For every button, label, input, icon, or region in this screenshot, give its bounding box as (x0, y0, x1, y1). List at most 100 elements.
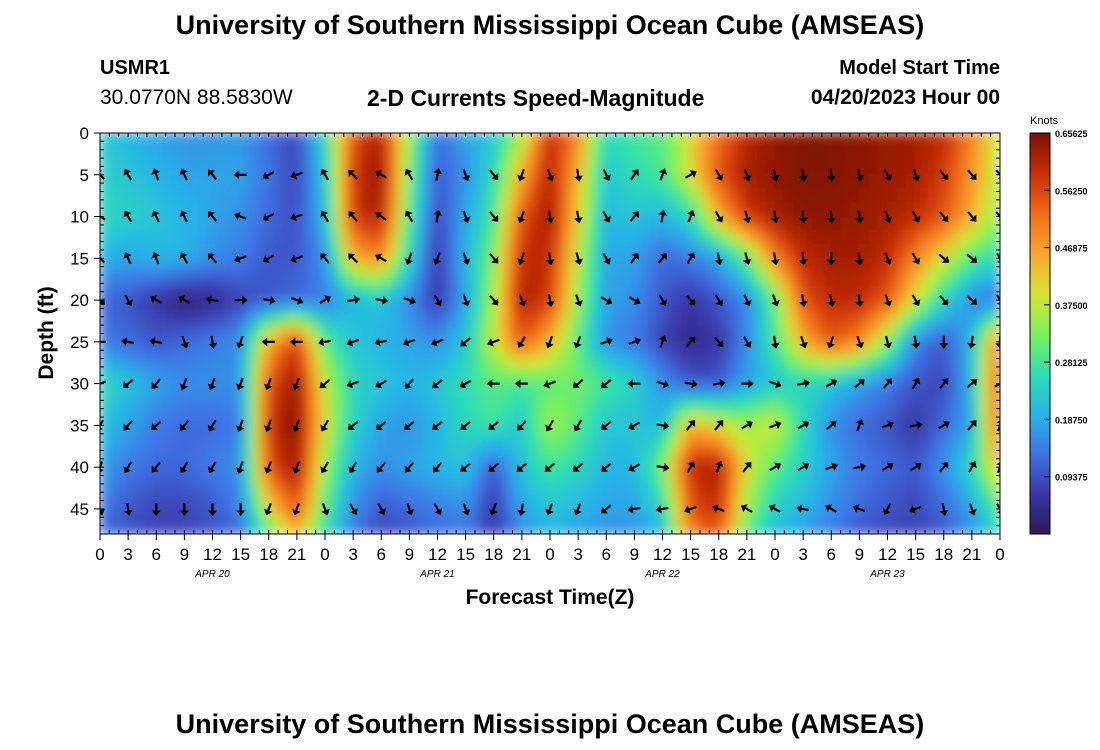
heatmap-cell (952, 133, 963, 148)
heatmap-cell (193, 133, 204, 148)
heatmap-cell (268, 424, 279, 440)
heatmap-cell (849, 424, 860, 440)
heatmap-cell (221, 424, 232, 440)
heatmap-cell (193, 424, 204, 440)
heatmap-cell (530, 327, 542, 343)
heatmap-cell (858, 243, 870, 259)
heatmap-cell (812, 174, 823, 190)
heatmap-cell (108, 299, 120, 315)
heatmap-cell (577, 508, 588, 518)
heatmap-cell (662, 438, 673, 454)
heatmap-cell (315, 424, 326, 440)
current-arrow (686, 252, 696, 265)
heatmap-cell (690, 188, 701, 204)
heatmap-cell (455, 438, 467, 454)
heatmap-cell (765, 397, 776, 412)
heatmap-cell (727, 355, 738, 371)
current-arrow (264, 502, 273, 516)
heatmap-cell (952, 229, 963, 245)
heatmap-cell (540, 243, 551, 259)
heatmap-cell (587, 397, 598, 412)
current-arrow (996, 294, 1000, 307)
heatmap-cell (127, 424, 138, 440)
heatmap-cell (512, 327, 523, 343)
heatmap-cell (324, 271, 335, 287)
heatmap-cell (343, 229, 354, 245)
heatmap-cell (558, 327, 570, 343)
heatmap-cell (530, 410, 542, 426)
current-arrow (545, 502, 554, 516)
heatmap-cell (708, 285, 720, 301)
heatmap-cell (174, 133, 185, 148)
heatmap-cell (530, 466, 542, 482)
heatmap-cell (774, 271, 785, 287)
heatmap-cell (343, 525, 354, 534)
heatmap-cell (821, 229, 832, 245)
heatmap-cell (258, 257, 270, 273)
heatmap-cell (118, 341, 129, 357)
heatmap-cell (887, 216, 898, 231)
heatmap-cell (587, 424, 598, 440)
x-tick-label: 15 (681, 545, 700, 564)
heatmap-cell (774, 508, 785, 518)
heatmap-cell (530, 188, 542, 204)
current-arrow (320, 252, 330, 264)
heatmap-cell (146, 438, 157, 454)
heatmap-cell (100, 508, 110, 518)
heatmap-cell (896, 397, 907, 412)
heatmap-cell (362, 146, 373, 162)
heatmap-cell (783, 525, 795, 534)
heatmap-cell (924, 438, 935, 454)
heatmap-cell (793, 243, 804, 259)
heatmap-cell (455, 508, 467, 518)
heatmap-cell (887, 355, 898, 371)
current-arrow (151, 251, 160, 265)
heatmap-cell (287, 188, 298, 204)
heatmap-cell (652, 216, 663, 231)
current-arrow (347, 295, 361, 305)
heatmap-cell (596, 452, 607, 468)
heatmap-cell (830, 508, 842, 518)
heatmap-cell (371, 355, 382, 371)
heatmap-cell (755, 216, 767, 231)
heatmap-cell (774, 480, 785, 496)
heatmap-cell (671, 257, 682, 273)
heatmap-cell (877, 271, 888, 287)
heatmap-cell (268, 494, 279, 510)
heatmap-cell (952, 299, 963, 315)
heatmap-cell (830, 410, 842, 426)
heatmap-cell (427, 410, 438, 426)
heatmap-cell (315, 257, 326, 273)
heatmap-cell (483, 313, 495, 329)
heatmap-cell (877, 397, 888, 412)
heatmap-cell (108, 355, 120, 371)
heatmap-cell (268, 355, 279, 371)
heatmap-cell (690, 525, 701, 534)
heatmap-cell (887, 202, 898, 218)
heatmap-cell (662, 516, 673, 527)
heatmap-cell (530, 355, 542, 371)
heatmap-cell (521, 438, 532, 454)
heatmap-cell (108, 146, 120, 162)
heatmap-cell (146, 229, 157, 245)
current-arrow (825, 504, 837, 513)
heatmap-cell (371, 133, 382, 148)
heatmap-cell (708, 383, 720, 399)
heatmap-cell (390, 525, 401, 534)
heatmap-cell (352, 271, 363, 287)
heatmap-cell (943, 174, 954, 190)
heatmap-cell (212, 452, 223, 468)
heatmap-cell (615, 341, 626, 357)
heatmap-cell (849, 369, 860, 385)
heatmap-cell (390, 466, 401, 482)
heatmap-cell (971, 327, 982, 343)
heatmap-cell (165, 452, 176, 468)
current-arrow (235, 461, 245, 474)
heatmap-cell (512, 229, 523, 245)
heatmap-cell (624, 355, 635, 371)
heatmap-cell (868, 369, 879, 385)
current-arrow (797, 462, 810, 472)
heatmap-cell (418, 341, 429, 357)
heatmap-cell (493, 341, 504, 357)
heatmap-cell (493, 257, 504, 273)
